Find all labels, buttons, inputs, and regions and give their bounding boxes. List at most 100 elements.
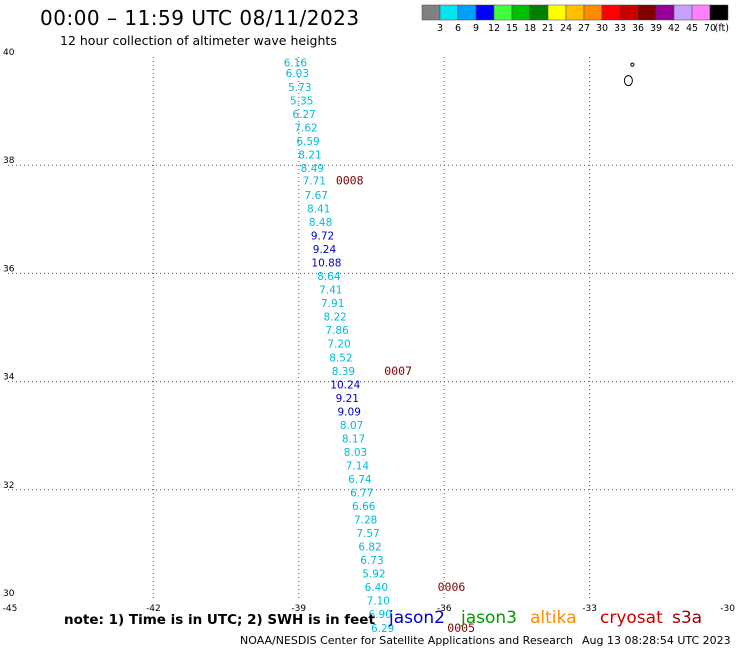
- legend-tick: 42: [668, 23, 680, 34]
- wave-height-value: 9.24: [313, 244, 337, 256]
- wave-height-value: 6.74: [348, 474, 372, 486]
- wave-height-value: 7.71: [303, 175, 326, 187]
- wave-height-value: 6.66: [352, 501, 376, 513]
- legend-swatch: [583, 4, 603, 21]
- wave-height-value: 8.07: [340, 420, 363, 432]
- wave-height-value: 7.62: [294, 122, 317, 134]
- wave-height-value: 7.67: [305, 190, 328, 202]
- wave-height-value: 8.49: [301, 163, 324, 175]
- y-tick-label: 36: [3, 264, 15, 274]
- legend-tick: 15: [506, 23, 518, 34]
- legend-swatch: [457, 4, 477, 21]
- note-text: note: 1) Time is in UTC; 2) SWH is in fe…: [64, 612, 375, 628]
- legend-swatch: [565, 4, 585, 21]
- legend-tick: 45: [686, 23, 698, 34]
- wave-height-value: 7.86: [325, 325, 349, 337]
- legend-swatch: [709, 4, 729, 21]
- legend-tick: 30: [596, 23, 608, 34]
- wave-height-value: 5.73: [288, 82, 311, 94]
- wave-height-value: 6.73: [360, 555, 383, 567]
- data-points: 6.166.03 5.735.35 6.277.62 6.598.21 8.497.71…: [284, 57, 395, 634]
- wave-height-value: 6.77: [350, 488, 373, 500]
- y-tick-label: 40: [3, 48, 15, 58]
- legend-swatch: [637, 4, 657, 21]
- wave-height-value: 8.48: [309, 217, 332, 229]
- wave-height-value: 8.52: [329, 352, 352, 364]
- island-outline: [623, 62, 635, 87]
- island-small: [630, 62, 635, 67]
- legend-swatch: [691, 4, 711, 21]
- satellite-altika: altika: [530, 608, 577, 628]
- x-tick-label: -33: [582, 604, 597, 614]
- wave-height-value: 6.27: [292, 109, 315, 121]
- y-tick-label: 38: [3, 156, 15, 166]
- wave-height-value: 8.21: [298, 149, 321, 161]
- x-tick-label: -45: [3, 604, 18, 614]
- legend-tick: 36: [632, 23, 644, 34]
- legend-swatch: [511, 4, 531, 21]
- wave-height-value: 9.09: [338, 406, 361, 418]
- satellite-jason3: jason3: [461, 608, 517, 628]
- legend-unit: (ft): [715, 23, 729, 34]
- legend-tick: 27: [578, 23, 590, 34]
- legend-swatch: [475, 4, 495, 21]
- wave-height-value: 9.72: [311, 231, 334, 243]
- wave-height-value: 8.17: [342, 433, 365, 445]
- time-label: 0007: [384, 364, 412, 378]
- wave-height-value: 6.03: [286, 68, 309, 80]
- legend-tick: 9: [473, 23, 479, 34]
- footer-credit: NOAA/NESDIS Center for Satellite Applica…: [240, 634, 574, 647]
- legend-tick: 18: [524, 23, 536, 34]
- wave-height-value: 6.82: [358, 542, 381, 554]
- wave-height-value: 7.20: [327, 339, 350, 351]
- wave-height-value: 7.14: [346, 460, 370, 472]
- x-tick-label: -30: [720, 604, 735, 614]
- x-tick-label: -36: [437, 604, 452, 614]
- legend-swatch: [619, 4, 639, 21]
- wave-height-value: 6.90: [369, 609, 392, 621]
- wave-height-value: 7.10: [367, 596, 390, 608]
- x-tick-label: -42: [146, 604, 161, 614]
- legend-swatch: [439, 4, 459, 21]
- legend-swatch: [601, 4, 621, 21]
- legend-tick: 6: [455, 23, 461, 34]
- legend-tick: 70: [704, 23, 716, 34]
- wave-height-value: 7.57: [356, 528, 379, 540]
- wave-height-value: 5.92: [362, 569, 385, 581]
- footer-timestamp: Aug 13 08:28:54 UTC 2023: [582, 634, 731, 647]
- page-title: 00:00 – 11:59 UTC 08/11/2023: [40, 6, 360, 30]
- wave-height-value: 7.41: [319, 285, 342, 297]
- legend-swatch: [655, 4, 675, 21]
- wave-height-value: 10.24: [330, 379, 360, 391]
- satellite-cryosat: cryosat: [600, 608, 663, 628]
- legend-swatch: [547, 4, 567, 21]
- legend-tick: 33: [614, 23, 626, 34]
- wave-height-value: 6.40: [365, 582, 388, 594]
- time-label: 0005: [447, 621, 475, 635]
- y-tick-label: 30: [3, 589, 15, 599]
- color-legend: 3 6 9 12 15 18 21 24 27 30 33 36 39 42 45 70(ft): [421, 4, 729, 34]
- page-subtitle: 12 hour collection of altimeter wave hei…: [60, 33, 337, 48]
- time-label: 0008: [336, 173, 364, 187]
- wave-height-value: 7.28: [354, 515, 377, 527]
- wave-height-value: 10.88: [311, 258, 341, 270]
- wave-height-value: 9.21: [336, 393, 359, 405]
- satellite-jason2: jason2: [389, 608, 445, 628]
- y-tick-labels: 30 32 34 36 38 40: [3, 48, 15, 599]
- time-label: 0006: [438, 580, 466, 594]
- satellite-s3a: s3a: [672, 608, 703, 628]
- wave-height-value: 8.03: [344, 447, 367, 459]
- legend-swatch: [421, 4, 441, 21]
- wave-height-value: 8.22: [323, 312, 346, 324]
- legend-swatch: [673, 4, 693, 21]
- island-main: [623, 75, 633, 87]
- legend-tick: 39: [650, 23, 662, 34]
- y-tick-label: 34: [3, 373, 15, 383]
- time-labels: 0008 0007 0006 0005: [336, 173, 475, 634]
- y-tick-label: 32: [3, 481, 14, 491]
- legend-tick: 3: [437, 23, 443, 34]
- legend-swatch: [529, 4, 549, 21]
- x-tick-label: -39: [291, 604, 306, 614]
- legend-tick: 24: [560, 23, 572, 34]
